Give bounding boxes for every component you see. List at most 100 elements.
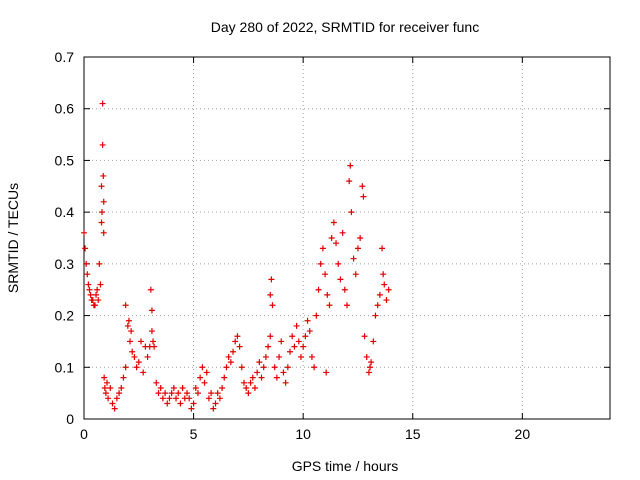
x-tick-label: 5 <box>190 426 198 442</box>
data-point <box>297 353 304 360</box>
data-point <box>346 178 353 185</box>
x-tick-label: 10 <box>295 426 311 442</box>
data-point <box>166 395 173 402</box>
y-tick-label: 0.6 <box>55 101 75 117</box>
data-point <box>348 209 355 216</box>
data-point <box>379 245 386 252</box>
data-point <box>254 369 261 376</box>
data-point <box>199 364 206 371</box>
data-point <box>219 384 226 391</box>
data-point <box>359 183 366 190</box>
data-point <box>173 395 180 402</box>
data-point <box>164 400 171 407</box>
data-point <box>236 343 243 350</box>
data-point <box>194 390 201 397</box>
data-point <box>311 364 318 371</box>
data-point <box>265 343 272 350</box>
x-axis-label: GPS time / hours <box>292 458 399 474</box>
data-point <box>341 286 348 293</box>
data-point <box>188 405 195 412</box>
data-point <box>133 364 140 371</box>
data-point <box>232 338 239 345</box>
data-point <box>157 384 164 391</box>
data-point <box>175 390 182 397</box>
data-point <box>268 276 275 283</box>
data-point <box>271 364 278 371</box>
plot-frame <box>83 56 611 420</box>
data-point <box>256 359 263 366</box>
y-axis-label: SRMTID / TECUs <box>5 183 21 293</box>
y-tick-labels: 0 0.1 0.2 0.3 0.4 0.5 0.6 0.7 <box>55 49 75 427</box>
data-point <box>267 333 274 340</box>
data-point <box>116 390 123 397</box>
data-point <box>247 379 254 386</box>
data-point <box>159 395 166 402</box>
y-tick-label: 0.4 <box>55 204 75 220</box>
data-point <box>147 286 154 293</box>
data-points <box>81 100 392 412</box>
data-point <box>151 343 158 350</box>
data-point <box>101 374 108 381</box>
x-tick-label: 20 <box>515 426 531 442</box>
data-point <box>83 260 90 267</box>
data-point <box>144 353 151 360</box>
data-point <box>367 364 374 371</box>
data-point <box>212 400 219 407</box>
data-point <box>127 338 134 345</box>
data-point <box>131 353 138 360</box>
data-point <box>89 297 96 304</box>
data-point <box>124 322 131 329</box>
data-point <box>234 333 241 340</box>
chart-title: Day 280 of 2022, SRMTID for receiver fun… <box>211 19 479 35</box>
data-point <box>113 395 120 402</box>
data-point <box>249 374 256 381</box>
data-point <box>293 322 300 329</box>
axis-ticks <box>83 56 610 420</box>
data-point <box>162 390 169 397</box>
data-point <box>278 338 285 345</box>
data-point <box>82 245 89 252</box>
data-point <box>205 395 212 402</box>
data-point <box>201 379 208 386</box>
data-point <box>98 209 105 216</box>
data-point <box>317 260 324 267</box>
data-point <box>374 302 381 309</box>
data-point <box>109 400 116 407</box>
data-point <box>306 328 313 335</box>
x-tick-label: 15 <box>405 426 421 442</box>
data-point <box>203 369 210 376</box>
data-point <box>258 374 265 381</box>
data-point <box>280 369 287 376</box>
data-point <box>335 260 342 267</box>
data-point <box>376 291 383 298</box>
data-point <box>128 328 135 335</box>
data-point <box>216 395 223 402</box>
x-tick-label: 0 <box>80 426 88 442</box>
data-point <box>197 374 204 381</box>
data-point <box>100 229 107 236</box>
data-point <box>333 240 340 247</box>
data-point <box>308 353 315 360</box>
data-point <box>208 390 215 397</box>
data-point <box>322 271 329 278</box>
data-point <box>287 348 294 355</box>
data-point <box>100 198 107 205</box>
data-point <box>295 338 302 345</box>
y-tick-label: 0.1 <box>55 359 75 375</box>
data-point <box>368 359 375 366</box>
data-point <box>135 359 142 366</box>
data-point <box>223 364 230 371</box>
data-point <box>100 172 107 179</box>
data-point <box>262 353 269 360</box>
data-point <box>155 390 162 397</box>
data-point <box>361 333 368 340</box>
data-point <box>153 379 160 386</box>
data-point <box>339 229 346 236</box>
data-point <box>184 390 191 397</box>
data-point <box>99 141 106 148</box>
data-point <box>129 348 136 355</box>
y-tick-label: 0.7 <box>55 49 75 65</box>
y-tick-label: 0.3 <box>55 256 75 272</box>
data-point <box>326 302 333 309</box>
